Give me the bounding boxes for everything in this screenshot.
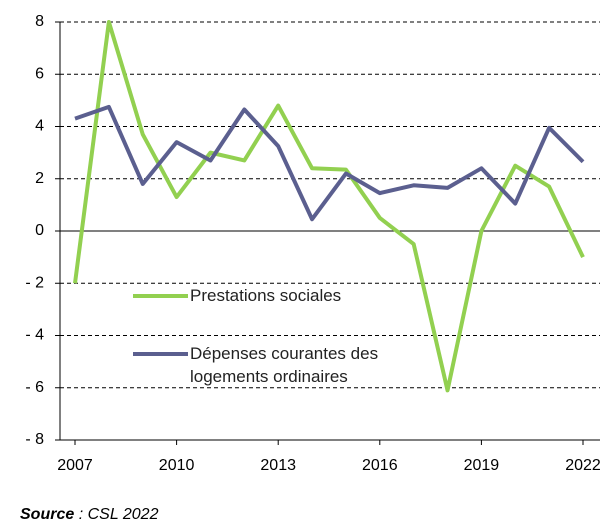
source: Source : CSL 2022 (20, 506, 158, 524)
source-label: Source (20, 506, 75, 523)
source-text: : CSL 2022 (74, 506, 159, 523)
x-tick-label: 2016 (362, 457, 398, 474)
legend-label: Prestations sociales (190, 286, 342, 305)
x-tick-label: 2010 (159, 457, 195, 474)
y-tick-label: 4 (35, 118, 44, 135)
x-tick-label: 2013 (260, 457, 296, 474)
y-tick-label: - 8 (25, 431, 44, 448)
y-tick-label: - 6 (25, 379, 44, 396)
x-tick-label: 2019 (464, 457, 500, 474)
y-tick-label: 0 (35, 222, 44, 239)
y-tick-label: - 2 (25, 274, 44, 291)
x-tick-label: 2007 (57, 457, 93, 474)
chart: - 8 - 6 - 4 - 2 0 2 4 6 8 2007 2010 2013 2016 2019 202… (25, 13, 601, 474)
y-tick-label: 8 (35, 13, 44, 30)
y-tick-label: 6 (35, 65, 44, 82)
y-tick-label: - 4 (25, 327, 44, 344)
series-line (74, 104, 585, 222)
y-tick-label: 2 (35, 170, 44, 187)
x-tick-label: 2022 (565, 457, 601, 474)
legend-label: Dépenses courantes des logements ordinai… (190, 344, 379, 386)
